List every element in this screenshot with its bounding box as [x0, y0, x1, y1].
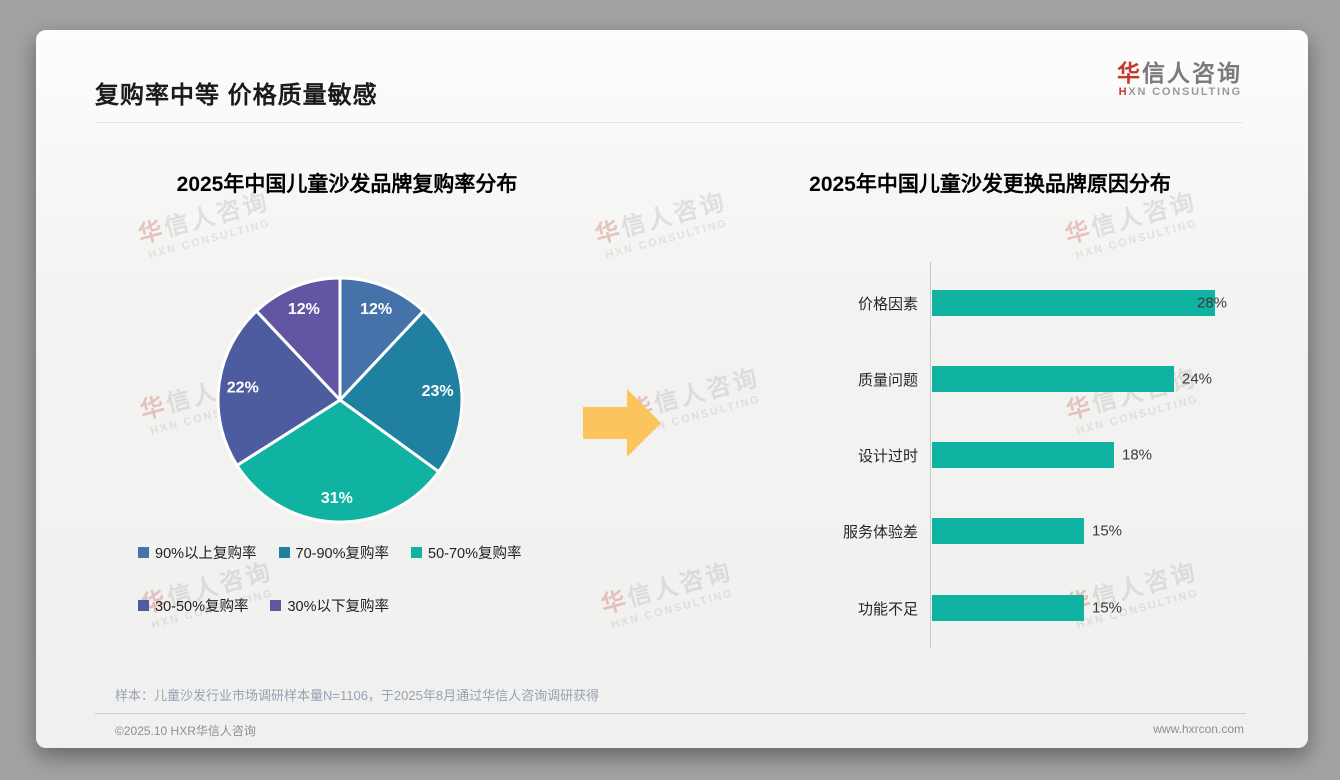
bar-track: 18% — [932, 442, 1250, 468]
legend-swatch — [138, 547, 149, 558]
pie-value-label: 31% — [321, 490, 353, 507]
bar-value-label: 18% — [1122, 446, 1153, 464]
bar-value-label: 15% — [1092, 522, 1123, 540]
bar-fill — [932, 442, 1114, 468]
pie-value-label: 22% — [227, 380, 259, 397]
bar-row: 服务体验差 15% — [730, 518, 1250, 544]
legend-swatch — [270, 600, 282, 611]
bar-category-label: 功能不足 — [857, 600, 918, 618]
bar-track: 15% — [932, 595, 1250, 621]
legend-item: 50-70%复购率 — [411, 542, 522, 563]
right-arrow-icon — [583, 389, 661, 457]
bar-row: 功能不足 15% — [730, 595, 1250, 621]
pie-chart-title: 2025年中国儿童沙发品牌复购率分布 — [176, 173, 518, 196]
bar-fill — [932, 290, 1215, 316]
bar-track: 24% — [932, 366, 1250, 392]
pie-slice — [235, 398, 441, 524]
pie-slice — [216, 309, 342, 467]
bar-chart-axis-line — [930, 262, 931, 648]
pie-slice — [254, 276, 342, 402]
logo-cn-rest: 信人咨询 — [1142, 60, 1242, 86]
page-title: 复购率中等 价格质量敏感 — [95, 82, 378, 109]
logo-cn-first: 华 — [1117, 60, 1142, 86]
legend-label: 30-50%复购率 — [155, 599, 249, 615]
legend-item: 90%以上复购率 — [138, 542, 257, 563]
logo-en-first: H — [1118, 86, 1129, 99]
legend-label: 30%以下复购率 — [287, 599, 390, 615]
legend-swatch — [411, 547, 423, 558]
pie-value-label: 12% — [288, 301, 320, 318]
bar-chart: 价格因素 28% 质量问题 24% 设计过时 18% 服务体验差 15% 功能不足 15% — [730, 255, 1250, 655]
bar-row: 质量问题 24% — [730, 366, 1250, 392]
bar-chart-title: 2025年中国儿童沙发更换品牌原因分布 — [809, 173, 1171, 196]
right-arrow-shape — [583, 389, 661, 457]
legend-item: 70-90%复购率 — [278, 542, 390, 563]
pie-legend: 90%以上复购率 70-90%复购率 50-70%复购率 30-50%复购率 30%以下… — [138, 542, 618, 616]
pie-chart: 12% 23% 31% 22% 12% — [216, 276, 464, 524]
bar-fill — [932, 366, 1174, 392]
bar-fill — [932, 595, 1084, 621]
legend-swatch — [278, 547, 290, 558]
bar-value-label: 15% — [1092, 599, 1123, 617]
bar-track: 28% — [932, 290, 1250, 316]
legend-item: 30%以下复购率 — [270, 595, 389, 616]
legend-label: 90%以上复购率 — [155, 546, 257, 562]
pie-value-label: 23% — [422, 383, 454, 400]
bar-row: 价格因素 28% — [730, 290, 1250, 316]
legend-swatch — [138, 600, 149, 611]
pie-slice — [338, 309, 464, 474]
pie-value-label: 12% — [360, 301, 392, 318]
legend-item: 30-50%复购率 — [138, 595, 248, 616]
logo-chinese-name: 华信人咨询 — [1117, 60, 1242, 86]
footer-copyright: ©2025.10 HXR华信人咨询 — [115, 724, 256, 738]
header-divider — [95, 122, 1242, 123]
bar-category-label: 质量问题 — [857, 371, 918, 389]
footer-divider — [95, 713, 1246, 714]
sample-note: 样本：儿童沙发行业市场调研样本量N=1106，于2025年8月通过华信人咨询调研… — [115, 688, 600, 703]
bar-value-label: 28% — [1197, 294, 1228, 312]
bar-value-label: 24% — [1182, 370, 1213, 388]
bar-category-label: 设计过时 — [857, 447, 918, 465]
bar-row: 设计过时 18% — [730, 442, 1250, 468]
logo-en-rest: XN CONSULTING — [1128, 86, 1242, 99]
legend-label: 70-90%复购率 — [295, 546, 390, 562]
company-logo: 华信人咨询 HXN CONSULTING — [1117, 60, 1242, 99]
bar-category-label: 价格因素 — [857, 295, 918, 313]
logo-english-name: HXN CONSULTING — [1117, 86, 1242, 99]
slide-card: 华信人咨询 HXN CONSULTING 华信人咨询 HXN CONSULTING 华信… — [36, 30, 1308, 748]
legend-label: 50-70%复购率 — [428, 546, 522, 562]
footer-website: www.hxrcon.com — [1153, 722, 1244, 736]
bar-track: 15% — [932, 518, 1250, 544]
pie-slice — [338, 276, 426, 402]
bar-fill — [932, 518, 1084, 544]
bar-category-label: 服务体验差 — [842, 523, 918, 541]
